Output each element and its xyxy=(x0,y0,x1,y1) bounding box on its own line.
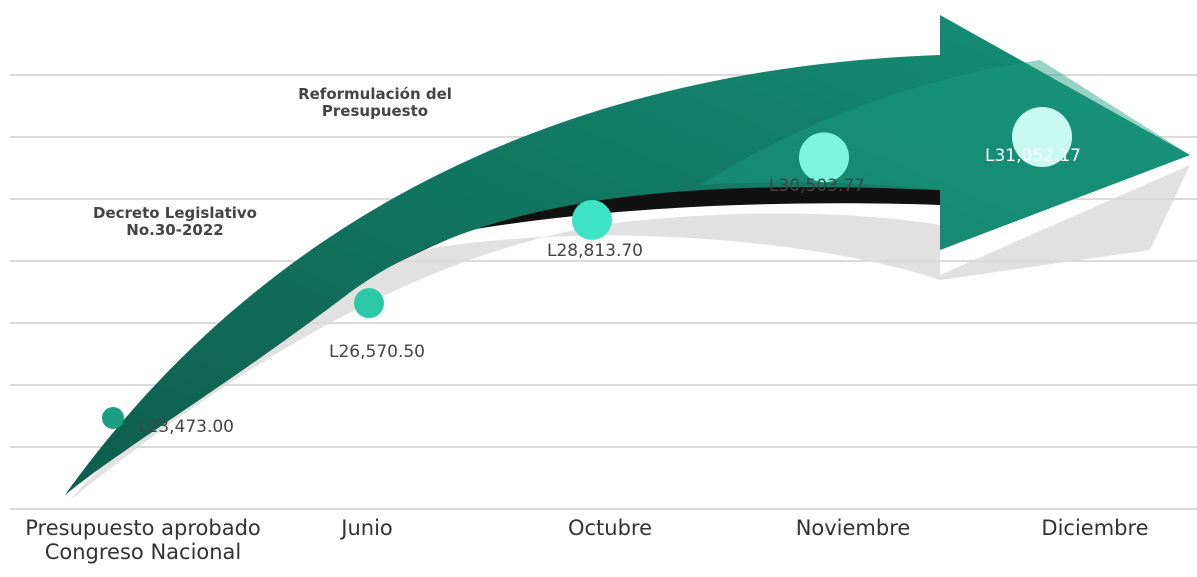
annotation: Decreto Legislativo No.30-2022 xyxy=(93,205,257,240)
chart-canvas xyxy=(0,0,1197,577)
x-category-label: Octubre xyxy=(568,516,652,540)
value-label: L26,570.50 xyxy=(329,343,425,363)
chart: Reformulación del Presupuesto Decreto Le… xyxy=(0,0,1197,577)
value-label: L23,473.00 xyxy=(138,418,234,438)
data-point xyxy=(354,288,384,318)
value-label: L31,052.17 xyxy=(985,147,1081,167)
value-label: L28,813.70 xyxy=(547,242,643,262)
annotation: Reformulación del Presupuesto xyxy=(298,86,452,121)
x-category-label: Diciembre xyxy=(1041,516,1148,540)
data-point xyxy=(572,200,612,240)
x-category-label: Presupuesto aprobado Congreso Nacional xyxy=(25,516,261,564)
x-category-label: Junio xyxy=(341,516,393,540)
value-label: L30,503.77 xyxy=(769,177,865,197)
data-point xyxy=(799,132,849,182)
data-point xyxy=(102,407,124,429)
x-category-label: Noviembre xyxy=(796,516,911,540)
